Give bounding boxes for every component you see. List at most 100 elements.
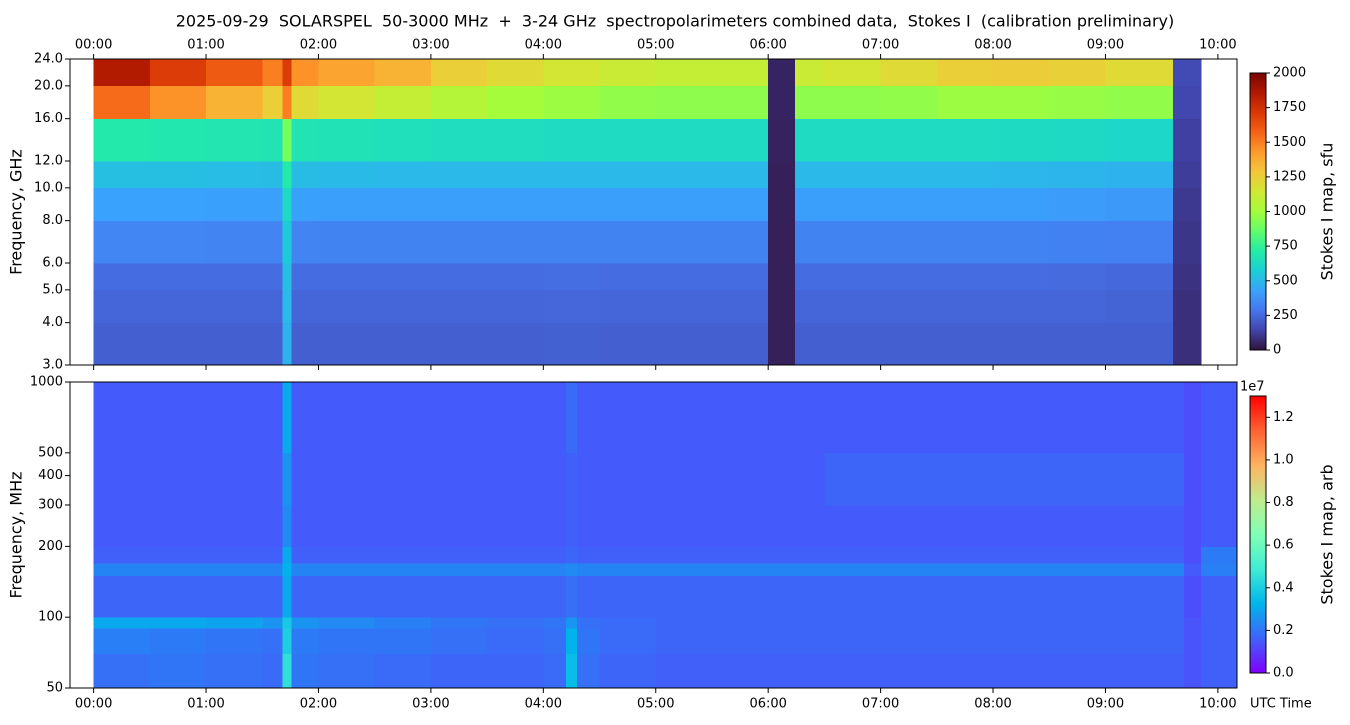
heatmap-cell	[318, 161, 376, 189]
heatmap-cell	[318, 617, 376, 629]
x-tick-label: 02:00	[300, 697, 337, 712]
heatmap-cell	[93, 59, 151, 87]
heatmap-cell	[993, 562, 1050, 577]
heatmap-cell	[599, 562, 657, 577]
heatmap-cell	[795, 59, 825, 87]
heatmap-cell	[93, 85, 151, 120]
heatmap-cell	[1049, 617, 1106, 629]
heatmap-cell	[599, 382, 657, 454]
heatmap-cell	[655, 59, 713, 87]
heatmap-cell	[599, 322, 657, 366]
heatmap-cell	[880, 118, 938, 162]
heatmap-cell	[768, 546, 825, 564]
heatmap-cell	[291, 452, 319, 506]
heatmap-cell	[1105, 263, 1174, 291]
heatmap-cell	[1172, 161, 1202, 189]
heatmap-cell	[282, 85, 292, 120]
colorbar-offset: 1e7	[1240, 380, 1265, 395]
heatmap-cell	[374, 575, 432, 618]
heatmap-cell	[93, 452, 151, 506]
heatmap-cell	[149, 452, 207, 506]
heatmap-cell	[577, 653, 600, 689]
heatmap-cell	[655, 653, 713, 689]
heatmap-cell	[1184, 562, 1202, 577]
heatmap-cell	[543, 322, 600, 366]
heatmap-cell	[824, 653, 882, 689]
colorbar-tick-label: 1.0	[1273, 452, 1294, 467]
heatmap-cell	[543, 382, 567, 454]
heatmap-cell	[880, 59, 938, 87]
heatmap-cell	[1049, 322, 1106, 366]
heatmap-cell	[936, 546, 994, 564]
heatmap-cell	[655, 575, 713, 618]
heatmap-cell	[374, 161, 432, 189]
heatmap-cell	[93, 653, 151, 689]
heatmap-cell	[824, 59, 882, 87]
heatmap-cell	[318, 118, 376, 162]
x-tick-label: 07:00	[862, 697, 899, 712]
heatmap-cell	[291, 118, 319, 162]
y-tick-label: 5.0	[42, 282, 63, 297]
heatmap-cell	[206, 263, 263, 291]
colorbar-tick-label: 0.0	[1273, 666, 1294, 681]
heatmap-cell	[1049, 575, 1106, 618]
heatmap-cell	[768, 617, 825, 629]
heatmap-cell	[577, 452, 600, 506]
heatmap-cell	[318, 504, 376, 547]
heatmap-cell	[487, 59, 544, 87]
heatmap-cell	[768, 562, 825, 577]
heatmap-cell	[1105, 382, 1185, 454]
heatmap-cell	[93, 575, 151, 618]
heatmap-cell	[1049, 562, 1106, 577]
heatmap-cell	[565, 617, 578, 629]
heatmap-cell	[1105, 452, 1185, 506]
heatmap-cell	[824, 504, 882, 547]
heatmap-cell	[993, 546, 1050, 564]
heatmap-cell	[993, 289, 1050, 324]
heatmap-cell	[768, 289, 796, 324]
heatmap-cell	[993, 263, 1050, 291]
heatmap-cell	[430, 627, 488, 655]
heatmap-cell	[565, 653, 578, 689]
heatmap-cell	[565, 504, 578, 547]
plot-frame	[69, 58, 1238, 366]
heatmap-cell	[824, 322, 882, 366]
heatmap-cell	[291, 85, 319, 120]
heatmap-cell	[430, 452, 488, 506]
heatmap-cell	[1049, 161, 1106, 189]
heatmap-cell	[430, 161, 488, 189]
heatmap-cell	[206, 504, 263, 547]
heatmap-cell	[149, 504, 207, 547]
heatmap-cell	[318, 452, 376, 506]
heatmap-cell	[655, 289, 713, 324]
heatmap-cell	[430, 289, 488, 324]
heatmap-cell	[430, 263, 488, 291]
heatmap-cell	[768, 382, 825, 454]
x-tick-label: 06:00	[749, 38, 786, 53]
heatmap-cell	[993, 118, 1050, 162]
heatmap-cell	[487, 562, 544, 577]
heatmap-cell	[291, 546, 319, 564]
heatmap-cell	[655, 627, 713, 655]
heatmap-cell	[655, 118, 713, 162]
heatmap-cell	[936, 575, 994, 618]
heatmap-cell	[374, 627, 432, 655]
heatmap-cell	[543, 617, 567, 629]
heatmap-cell	[936, 627, 994, 655]
heatmap-cell	[1105, 562, 1185, 577]
heatmap-cell	[430, 575, 488, 618]
heatmap-cell	[993, 220, 1050, 264]
heatmap-cell	[711, 452, 769, 506]
heatmap-cell	[291, 382, 319, 454]
heatmap-cell	[936, 59, 994, 87]
heatmap-cell	[374, 653, 432, 689]
heatmap-cell	[599, 575, 657, 618]
heatmap-cell	[374, 562, 432, 577]
colorbar-label: Stokes I map, sfu	[1318, 143, 1337, 281]
heatmap-cell	[374, 452, 432, 506]
heatmap-cell	[880, 161, 938, 189]
colorbar-tick-label: 1750	[1273, 100, 1306, 115]
heatmap-cell	[880, 220, 938, 264]
heatmap-cell	[291, 187, 319, 222]
heatmap-cell	[599, 263, 657, 291]
